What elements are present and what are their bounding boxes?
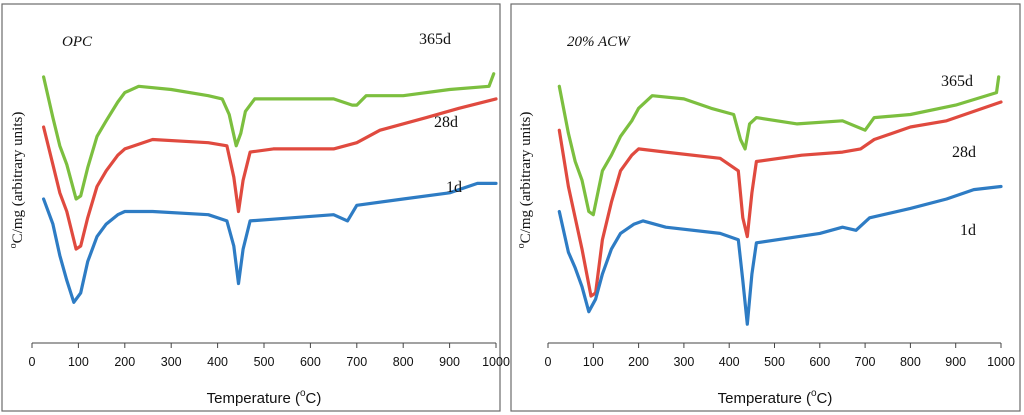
x-tick-label: 700	[346, 355, 367, 369]
x-tick-label: 200	[628, 355, 649, 369]
panel-opc: 0 100 200 300 400 500 600 700 800 900 1000 OPC 365…	[1, 3, 510, 412]
x-tick-label: 400	[719, 355, 740, 369]
series-label-28d: 28d	[952, 144, 976, 161]
x-tick-label: 1000	[482, 355, 510, 369]
x-tick-label: 100	[583, 355, 604, 369]
series-label-1d: 1d	[446, 179, 462, 196]
panel-frame	[1, 3, 501, 412]
x-tick-label: 300	[161, 355, 182, 369]
x-tick-label: 900	[945, 355, 966, 369]
series-line-365d	[41, 72, 496, 201]
x-axis-title: Temperature (oC)	[718, 388, 833, 407]
series-label-28d: 28d	[434, 114, 458, 131]
x-tick-label: 500	[764, 355, 785, 369]
series-line-365d	[557, 75, 1001, 217]
x-tick-labels: 0 100 200 300 400 500 600 700 800 900 1000	[29, 355, 510, 369]
x-ticks	[31, 343, 497, 348]
x-ticks	[547, 343, 1002, 348]
x-tick-labels: 0 100 200 300 400 500 600 700 800 900 1000	[545, 355, 1015, 369]
x-tick-label: 1000	[987, 355, 1015, 369]
series-line-28d	[557, 100, 1003, 298]
series-label-1d: 1d	[960, 222, 976, 239]
x-tick-label: 0	[545, 355, 552, 369]
x-tick-label: 800	[393, 355, 414, 369]
y-axis-title: oC/mg (arbitrary units)	[8, 112, 26, 249]
curves	[557, 75, 1003, 326]
x-tick-label: 500	[254, 355, 275, 369]
x-tick-label: 400	[207, 355, 228, 369]
x-tick-label: 800	[900, 355, 921, 369]
x-axis-title: Temperature (oC)	[207, 388, 322, 407]
x-tick-label: 100	[68, 355, 89, 369]
series-line-28d	[41, 97, 498, 251]
panel-title: OPC	[62, 34, 93, 50]
x-tick-label: 200	[114, 355, 135, 369]
panel-acw: 0 100 200 300 400 500 600 700 800 900 1000 20% ACW…	[510, 3, 1021, 412]
x-tick-label: 300	[673, 355, 694, 369]
y-axis-title: oC/mg (arbitrary units)	[516, 112, 534, 249]
series-line-1d	[557, 184, 1003, 326]
x-tick-label: 600	[809, 355, 830, 369]
panel-title: 20% ACW	[567, 34, 631, 50]
series-label-365d: 365d	[941, 73, 973, 90]
x-tick-label: 600	[300, 355, 321, 369]
x-tick-label: 700	[855, 355, 876, 369]
series-label-365d: 365d	[419, 31, 451, 48]
x-tick-label: 0	[29, 355, 36, 369]
x-tick-label: 900	[439, 355, 460, 369]
series-line-1d	[41, 181, 498, 304]
curves	[41, 72, 498, 304]
